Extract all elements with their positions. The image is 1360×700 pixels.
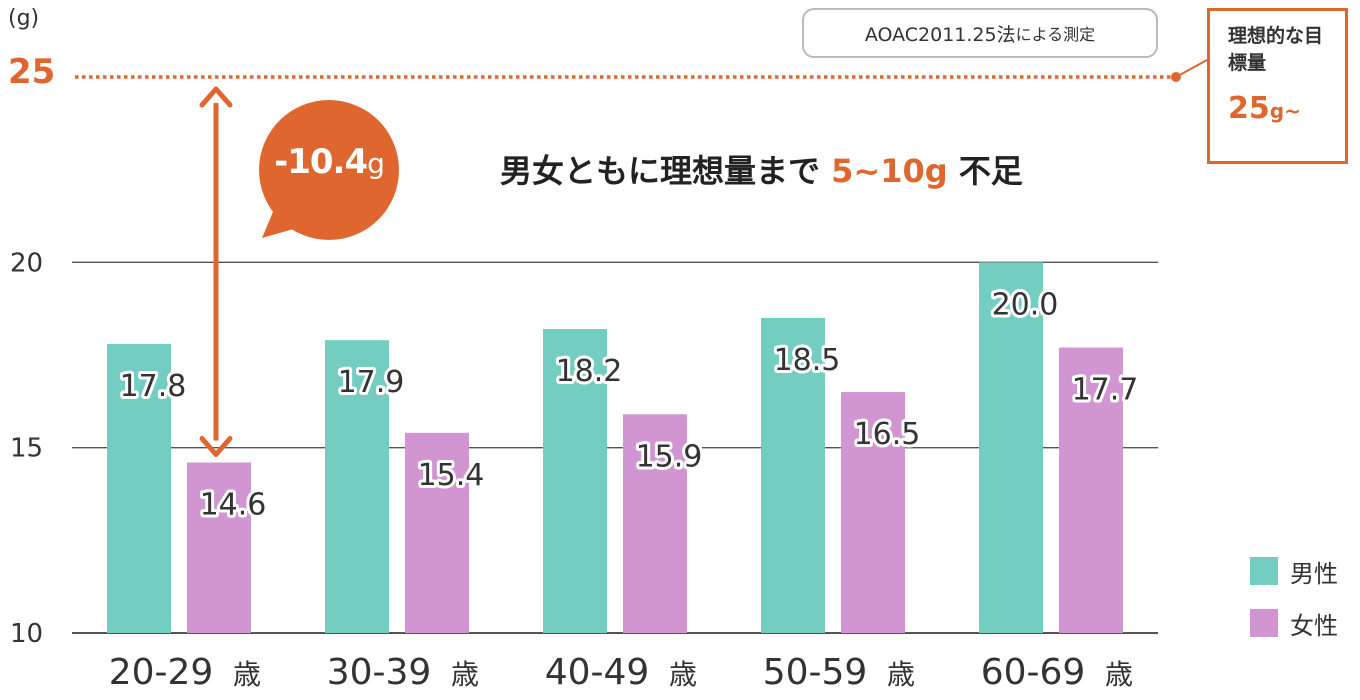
legend-label-male: 男性 — [1290, 559, 1338, 588]
legend-swatch-female — [1250, 609, 1278, 637]
value-label-female-50-59: 16.5 — [854, 417, 921, 452]
method-name: AOAC2011.25法 — [864, 23, 1016, 46]
ideal-target-box: 理想的な目標量 25g~ — [1207, 8, 1348, 164]
bar-male-60-69 — [979, 262, 1043, 633]
value-label-male-50-59: 18.5 — [774, 343, 841, 378]
value-label-male-30-39: 17.9 — [338, 365, 405, 400]
x-tick-label-20-29: 20-29 — [109, 652, 214, 693]
bar-female-50-59 — [841, 392, 905, 633]
deficit-arrow-head-up-icon — [199, 86, 233, 108]
value-label-female-30-39: 15.4 — [418, 458, 485, 493]
deficit-bubble — [259, 100, 399, 240]
legend-item-male: 男性 — [1250, 556, 1338, 588]
bar-male-20-29 — [107, 343, 171, 633]
target-connector-line — [1175, 59, 1208, 78]
ideal-target-number: 25 — [1228, 91, 1270, 126]
x-tick-unit-30-39: 歳 — [451, 658, 479, 691]
value-label-female-60-69: 17.7 — [1072, 373, 1139, 408]
deficit-bubble-tail — [262, 200, 318, 238]
measurement-method-badge: AOAC2011.25法 による測定 — [802, 8, 1158, 58]
y-tick-label-10: 10 — [10, 619, 43, 649]
value-label-male-40-49: 18.2 — [556, 354, 623, 389]
ideal-target-title: 理想的な目標量 — [1228, 25, 1324, 74]
method-suffix: による測定 — [1015, 25, 1096, 44]
x-tick-label-60-69: 60-69 — [981, 652, 1086, 693]
x-tick-label-30-39: 30-39 — [327, 652, 432, 693]
x-tick-label-40-49: 40-49 — [545, 652, 650, 693]
value-label-male-60-69: 20.0 — [992, 287, 1059, 322]
headline-accent: 5~10g — [831, 152, 948, 190]
x-tick-unit-40-49: 歳 — [669, 658, 697, 691]
bar-male-40-49 — [543, 329, 607, 633]
legend-label-female: 女性 — [1290, 611, 1338, 640]
chart-legend: 男性 女性 — [1250, 556, 1338, 660]
bar-female-30-39 — [405, 432, 469, 633]
deficit-bubble-text: -10.4g — [258, 142, 400, 182]
value-label-female-20-29: 14.6 — [200, 487, 267, 522]
ideal-target-value: 25g~ — [1228, 91, 1345, 126]
headline-suffix: 不足 — [947, 152, 1023, 190]
headline-prefix: 男女ともに理想量まで — [500, 152, 832, 190]
value-label-female-40-49: 15.9 — [636, 439, 703, 474]
y-axis-unit-label: (g) — [8, 6, 40, 31]
x-tick-unit-60-69: 歳 — [1105, 658, 1133, 691]
x-tick-unit-50-59: 歳 — [887, 658, 915, 691]
target-value-label: 25 — [8, 52, 56, 92]
deficit-unit: g — [367, 147, 385, 180]
deficit-arrow-head-down-icon — [199, 435, 233, 457]
legend-item-female: 女性 — [1250, 608, 1338, 640]
bar-female-40-49 — [623, 414, 687, 633]
y-tick-label-20: 20 — [10, 248, 43, 278]
y-tick-label-15: 15 — [10, 434, 43, 464]
bar-female-20-29 — [187, 462, 251, 633]
chart-headline: 男女ともに理想量まで 5~10g 不足 — [500, 146, 1023, 192]
ideal-target-unit: g~ — [1269, 99, 1301, 123]
bar-male-50-59 — [761, 317, 825, 633]
x-tick-unit-20-29: 歳 — [233, 658, 261, 691]
legend-swatch-male — [1250, 557, 1278, 585]
bar-male-30-39 — [325, 340, 389, 633]
deficit-value: -10.4 — [274, 142, 368, 182]
x-tick-label-50-59: 50-59 — [763, 652, 868, 693]
value-label-male-20-29: 17.8 — [120, 369, 187, 404]
bar-female-60-69 — [1059, 347, 1123, 633]
